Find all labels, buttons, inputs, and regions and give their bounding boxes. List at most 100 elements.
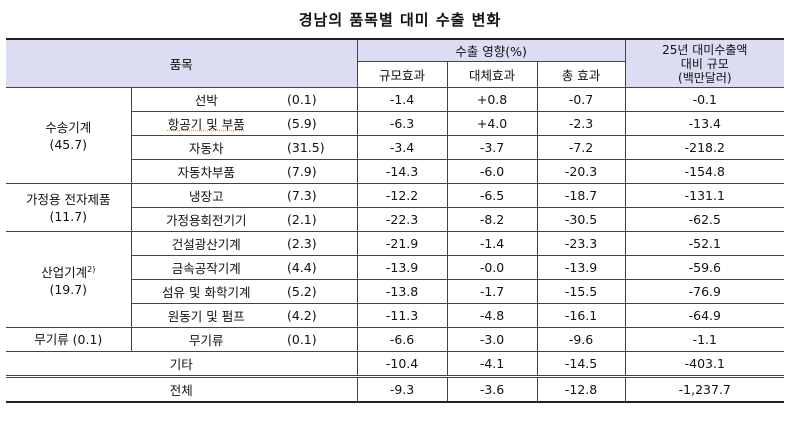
item-name: 무기류 — [130, 327, 281, 352]
item-name: 원동기 및 펌프 — [130, 303, 281, 328]
table-row: 원동기 및 펌프 (4.2) -11.3 -4.8 -16.1 -64.9 — [6, 303, 785, 328]
item-name: 금속공작기계 — [130, 255, 281, 280]
total-value: -9.6 — [536, 327, 626, 352]
other-sub-value: -4.1 — [446, 351, 538, 377]
item-share: (5.2) — [281, 279, 358, 304]
item-name-text: 무기류 — [188, 333, 224, 348]
overall-label: 전체 — [6, 375, 358, 402]
export-impact-table: 품목 수출 영향(%) 25년 대미수출액 대비 규모 (백만달러) 규모효과 … — [6, 38, 785, 403]
table-row: 가정용 전자제품 (11.7) 냉장고 (7.3) -12.2 -6.5 -18.7 -131… — [6, 183, 785, 232]
scale-value: -22.3 — [356, 207, 448, 232]
table-row: 수송기계 (45.7) 선박 (0.1) -1.4 +0.8 -0.7 -0.1 — [6, 87, 785, 184]
other-total-value: -14.5 — [536, 351, 626, 377]
total-value: -0.7 — [536, 87, 626, 112]
other-amount-value: -403.1 — [624, 351, 785, 377]
scale-value: -11.3 — [356, 303, 448, 328]
item-share: (7.3) — [281, 183, 358, 208]
header-impact: 수출 영향(%) — [356, 39, 626, 62]
group-name: 가정용 전자제품 — [6, 191, 131, 208]
substitution-value: -1.7 — [446, 279, 538, 304]
overall-scale-value: -9.3 — [356, 375, 448, 402]
scale-value: -13.8 — [356, 279, 448, 304]
group-note: 2) — [87, 264, 96, 274]
substitution-value: -6.5 — [446, 183, 538, 208]
substitution-value: +4.0 — [446, 111, 538, 136]
group-name: 무기류 (0.1) — [6, 331, 131, 348]
group-name: 수송기계 — [6, 119, 131, 136]
group-name-text: 가정용 전자제품 — [26, 191, 111, 207]
total-value: -20.3 — [536, 159, 626, 184]
total-value: -16.1 — [536, 303, 626, 328]
table-row: 자동차 (31.5) -3.4 -3.7 -7.2 -218.2 — [6, 135, 785, 160]
amount-value: -218.2 — [624, 135, 785, 160]
amount-value: -131.1 — [624, 183, 785, 208]
header-substitution: 대체효과 — [446, 61, 538, 88]
total-value: -15.5 — [536, 279, 626, 304]
item-share: (0.1) — [281, 87, 358, 112]
item-name: 자동차부품 — [130, 159, 281, 184]
amount-value: -64.9 — [624, 303, 785, 328]
substitution-value: -0.0 — [446, 255, 538, 280]
item-name-text: 금속공작기계 — [171, 261, 241, 276]
scale-value: -1.4 — [356, 87, 448, 112]
item-name-text: 항공기 및 부품 — [167, 117, 245, 132]
group-cell: 가정용 전자제품 (11.7) — [6, 183, 131, 232]
group-cell: 무기류 (0.1) — [6, 327, 131, 352]
item-name-text: 건설광산기계 — [171, 237, 241, 252]
other-scale-value: -10.4 — [356, 351, 448, 377]
amount-value: -59.6 — [624, 255, 785, 280]
total-value: -7.2 — [536, 135, 626, 160]
amount-value: -76.9 — [624, 279, 785, 304]
table-row: 가정용회전기기 (2.1) -22.3 -8.2 -30.5 -62.5 — [6, 207, 785, 232]
total-value: -30.5 — [536, 207, 626, 232]
item-share: (5.9) — [281, 111, 358, 136]
item-name-text: 자동차 — [188, 141, 224, 156]
table-row: 자동차부품 (7.9) -14.3 -6.0 -20.3 -154.8 — [6, 159, 785, 184]
substitution-value: -4.8 — [446, 303, 538, 328]
total-value: -23.3 — [536, 231, 626, 256]
group-share: (19.7) — [49, 282, 88, 298]
group-cell: 산업기계2) (19.7) — [6, 231, 131, 328]
item-share: (4.2) — [281, 303, 358, 328]
overall-amount-value: -1,237.7 — [624, 375, 785, 402]
scale-value: -21.9 — [356, 231, 448, 256]
group-share: (11.7) — [49, 208, 88, 224]
table-row: 금속공작기계 (4.4) -13.9 -0.0 -13.9 -59.6 — [6, 255, 785, 280]
scale-value: -14.3 — [356, 159, 448, 184]
group-name: 산업기계2) — [6, 261, 131, 281]
group-name-text: 수송기계 — [45, 119, 92, 135]
amount-value: -0.1 — [624, 87, 785, 112]
item-name: 항공기 및 부품 — [130, 111, 281, 136]
item-name: 선박 — [130, 87, 281, 112]
header-exports-line1: 25년 대미수출액 — [662, 42, 748, 57]
group-name-text: 산업기계 — [41, 265, 88, 281]
item-name-text: 가정용회전기기 — [165, 213, 247, 228]
item-share: (31.5) — [281, 135, 358, 160]
header-exports: 25년 대미수출액 대비 규모 (백만달러) — [624, 39, 785, 88]
table-body: 수송기계 (45.7) 선박 (0.1) -1.4 +0.8 -0.7 -0.1 항공기 및 부… — [6, 87, 785, 402]
item-name-text: 선박 — [194, 93, 218, 108]
table-row: 무기류 (0.1) 무기류 (0.1) -6.6 -3.0 -9.6 -1.1 — [6, 327, 785, 352]
total-value: -18.7 — [536, 183, 626, 208]
amount-value: -154.8 — [624, 159, 785, 184]
header-exports-line2: 대비 규모 — [680, 56, 729, 71]
item-name: 건설광산기계 — [130, 231, 281, 256]
group-name-text: 무기류 (0.1) — [34, 332, 103, 347]
substitution-value: -3.7 — [446, 135, 538, 160]
item-name-text: 자동차부품 — [177, 165, 235, 180]
substitution-value: +0.8 — [446, 87, 538, 112]
table-row-other: 기타 -10.4 -4.1 -14.5 -403.1 — [6, 351, 785, 377]
table-title: 경남의 품목별 대미 수출 변화 — [298, 11, 502, 29]
item-share: (7.9) — [281, 159, 358, 184]
group-cell: 수송기계 (45.7) — [6, 87, 131, 184]
item-name-text: 냉장고 — [188, 189, 224, 204]
overall-sub-value: -3.6 — [446, 375, 538, 402]
header-item: 품목 — [6, 39, 358, 88]
item-share: (2.1) — [281, 207, 358, 232]
table-row-total: 전체 -9.3 -3.6 -12.8 -1,237.7 — [6, 375, 785, 402]
item-name: 냉장고 — [130, 183, 281, 208]
scale-value: -6.3 — [356, 111, 448, 136]
total-value: -13.9 — [536, 255, 626, 280]
item-share: (2.3) — [281, 231, 358, 256]
substitution-value: -8.2 — [446, 207, 538, 232]
